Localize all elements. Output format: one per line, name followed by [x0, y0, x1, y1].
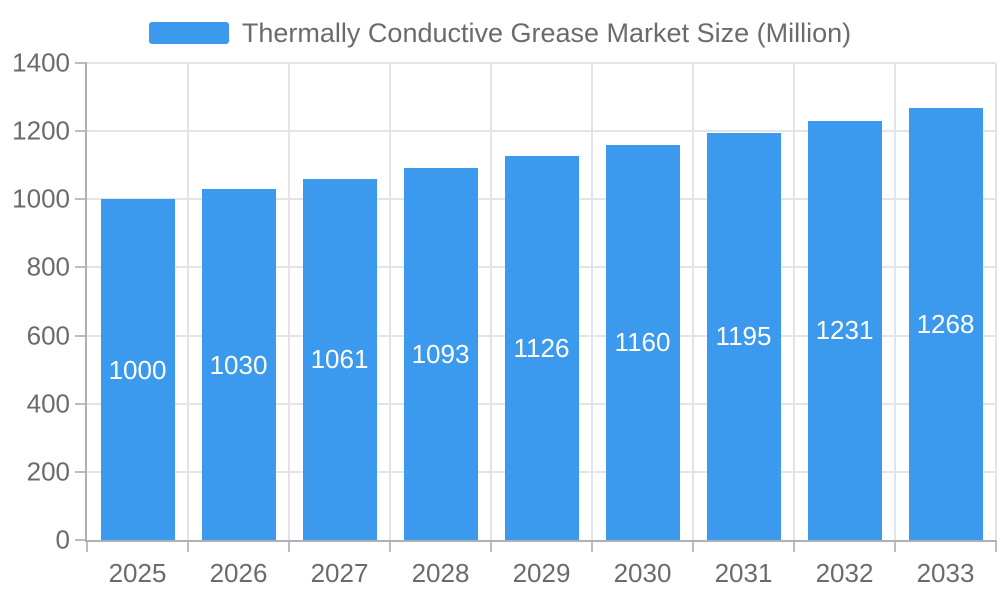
x-axis-label: 2030 — [613, 558, 672, 588]
bar-value-label: 1160 — [614, 327, 671, 358]
y-axis-label: 200 — [26, 456, 70, 487]
x-tick — [490, 540, 492, 552]
x-tick — [995, 540, 997, 552]
x-axis-label: 2033 — [916, 558, 975, 588]
x-tick — [187, 540, 189, 552]
legend-swatch — [148, 22, 229, 44]
x-axis-label: 2029 — [512, 558, 571, 588]
x-tick — [894, 540, 896, 552]
y-axis-label: 1000 — [12, 183, 70, 214]
x-axis-label: 2027 — [310, 558, 369, 588]
h-gridline — [87, 130, 996, 133]
legend-label: Thermally Conductive Grease Market Size … — [241, 17, 852, 48]
bar[interactable] — [302, 178, 377, 540]
y-tick — [75, 198, 87, 201]
v-gridline — [793, 63, 795, 540]
legend-item[interactable]: Thermally Conductive Grease Market Size … — [0, 17, 1000, 48]
bar-value-label: 1231 — [815, 315, 874, 346]
y-axis-line — [85, 63, 87, 542]
x-tick — [692, 540, 694, 552]
y-axis-label: 0 — [55, 524, 70, 555]
v-gridline — [288, 63, 290, 540]
x-axis-label: 2028 — [411, 558, 470, 588]
bar-value-label: 1061 — [310, 344, 369, 375]
x-tick — [86, 540, 88, 552]
bar[interactable] — [403, 167, 478, 540]
v-gridline — [389, 63, 391, 540]
v-gridline — [995, 63, 997, 540]
h-gridline — [87, 62, 996, 64]
x-tick — [793, 540, 795, 552]
bar-value-label: 1093 — [411, 338, 470, 369]
x-tick — [288, 540, 290, 552]
v-gridline — [187, 63, 189, 540]
y-axis-label: 1200 — [12, 115, 70, 146]
y-axis-label: 1400 — [12, 47, 70, 78]
x-tick — [591, 540, 593, 552]
v-gridline — [692, 63, 694, 540]
bar-value-label: 1126 — [513, 333, 570, 364]
y-tick — [75, 402, 87, 405]
x-axis-label: 2025 — [108, 558, 167, 588]
x-axis-label: 2026 — [209, 558, 268, 588]
x-axis-label: 2031 — [714, 558, 773, 588]
bar-value-label: 1195 — [715, 321, 772, 352]
y-axis-label: 800 — [26, 251, 70, 282]
bar-value-label: 1030 — [209, 349, 268, 380]
bar-value-label: 1000 — [108, 354, 167, 385]
y-tick — [75, 266, 87, 269]
y-axis-label: 600 — [26, 320, 70, 351]
y-tick — [75, 539, 87, 541]
v-gridline — [894, 63, 896, 540]
x-axis-line — [85, 540, 996, 542]
y-tick — [75, 334, 87, 337]
bar[interactable] — [504, 156, 579, 540]
bar[interactable] — [807, 120, 882, 540]
x-tick — [389, 540, 391, 552]
v-gridline — [490, 63, 492, 540]
y-tick — [75, 62, 87, 64]
x-axis-label: 2032 — [815, 558, 874, 588]
bar-value-label: 1268 — [916, 308, 975, 339]
bar[interactable] — [706, 132, 781, 540]
y-tick — [75, 470, 87, 473]
bar[interactable] — [605, 144, 680, 540]
v-gridline — [591, 63, 593, 540]
bar[interactable] — [201, 189, 276, 540]
y-axis-label: 400 — [26, 388, 70, 419]
bar[interactable] — [100, 199, 175, 540]
y-tick — [75, 130, 87, 133]
bar[interactable] — [908, 107, 983, 540]
